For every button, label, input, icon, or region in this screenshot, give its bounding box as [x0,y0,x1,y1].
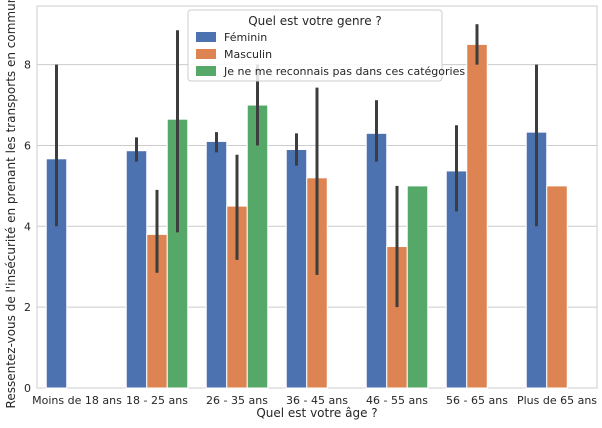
y-tick-label: 2 [24,301,31,314]
legend-swatch [196,49,216,59]
x-tick-label: Plus de 65 ans [517,394,597,407]
legend-swatch [196,32,216,42]
legend-frame [187,9,443,82]
bar [406,185,429,389]
x-tick-label: Moins de 18 ans [32,394,122,407]
x-tick-label: 18 - 25 ans [126,394,188,407]
legend-swatch [196,66,216,76]
x-tick-labels: Moins de 18 ans 18 - 25 ans 26 - 35 ans 36 … [32,394,597,407]
x-tick-label: 46 - 55 ans [366,394,428,407]
legend-title: Quel est votre genre ? [248,14,382,28]
bar [546,185,568,389]
x-axis-label: Quel est votre âge ? [256,406,377,420]
x-tick-label: 26 - 35 ans [206,394,268,407]
bar [205,140,228,389]
y-tick-labels: 0 2 4 6 8 [24,59,31,395]
bar [285,149,308,389]
bars [45,43,568,389]
y-tick-label: 0 [24,382,31,395]
bar [125,150,148,389]
legend: Quel est votre genre ? Féminin Masculin Je… [187,9,465,82]
bar [466,43,488,389]
bar [246,104,269,389]
y-tick-label: 8 [24,59,31,72]
y-axis-label: Ressentez-vous de l'insécurité en prenan… [4,0,18,408]
legend-label: Masculin [224,48,272,61]
legend-label: Féminin [224,31,267,44]
bar [365,132,388,389]
y-tick-label: 4 [24,220,31,233]
y-tick-label: 6 [24,139,31,152]
x-tick-label: 56 - 65 ans [446,394,508,407]
legend-label: Je ne me reconnais pas dans ces catégori… [223,65,465,78]
x-tick-label: 36 - 45 ans [286,394,348,407]
